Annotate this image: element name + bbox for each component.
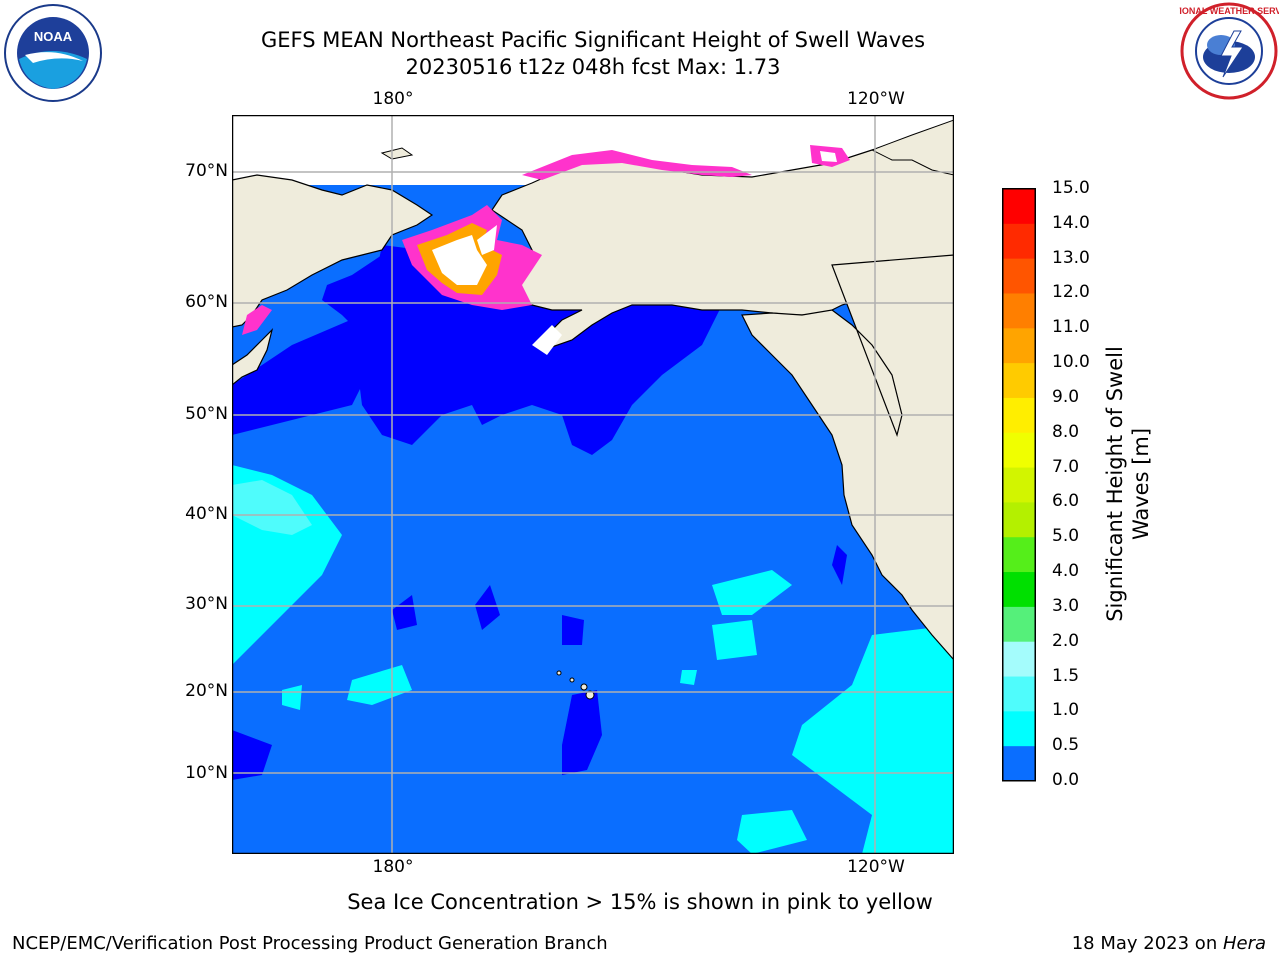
map-frame — [232, 115, 954, 854]
lat-label-70n: 70°N — [185, 161, 228, 181]
swell-mid-patch-3 — [347, 665, 412, 705]
colorbar-tick-label: 4.0 — [1052, 561, 1080, 582]
colorbar-tick-label: 12.0 — [1052, 282, 1090, 303]
sea-ice-bering-cove — [477, 225, 497, 255]
date-prefix: 18 May 2023 on — [1071, 933, 1223, 954]
land-hawaii-2 — [569, 677, 575, 683]
colorbar-band — [1003, 258, 1035, 294]
swell-low-sea-of-okhotsk — [232, 315, 372, 435]
swell-low-hawaii — [562, 690, 602, 775]
land-wrangel-island — [380, 147, 414, 160]
sea-ice-cook-inlet — [532, 325, 562, 355]
date-text: 18 May 2023 on Hera — [1072, 933, 1266, 954]
colorbar-label: Significant Height of Swell Waves [m] — [1102, 346, 1154, 622]
swell-mid-patch-6 — [680, 670, 697, 685]
colorbar-band — [1003, 676, 1035, 712]
colorbar-band — [1003, 502, 1035, 538]
swell-low-spot-2 — [475, 585, 500, 630]
colorbar-band — [1003, 711, 1035, 747]
colorbar — [1002, 188, 1036, 782]
lat-label-40n: 40°N — [185, 504, 228, 524]
swell-low-spot-3 — [392, 595, 417, 630]
colorbar-tick-label: 0.5 — [1052, 735, 1080, 756]
nws-logo-text: NATIONAL WEATHER SERVICE — [1179, 6, 1279, 16]
colorbar-tick-label: 2.0 — [1052, 630, 1080, 651]
colorbar-tick-label: 7.0 — [1052, 456, 1080, 477]
lat-label-50n: 50°N — [185, 404, 228, 424]
colorbar-tick-label: 11.0 — [1052, 317, 1090, 338]
chart-title: GEFS MEAN Northeast Pacific Significant … — [260, 28, 926, 52]
noaa-logo: NOAA — [4, 4, 102, 102]
swell-mid-east — [792, 625, 954, 854]
swell-low-coast — [832, 545, 847, 585]
lon-label-bottom-180: 180° — [372, 857, 414, 877]
land-north-america-coast — [741, 254, 954, 661]
colorbar-tick-label: 6.0 — [1052, 491, 1080, 512]
date-host: Hera — [1222, 933, 1266, 954]
colorbar-tick-label: 10.0 — [1052, 352, 1090, 373]
land-hawaii-1 — [556, 670, 562, 676]
colorbar-tick-label: 13.0 — [1052, 247, 1090, 268]
land-hawaii-4 — [585, 690, 595, 700]
sea-ice-siberia-coast — [242, 305, 272, 335]
colorbar-tick-label: 9.0 — [1052, 386, 1080, 407]
colorbar-band — [1003, 467, 1035, 503]
colorbar-band — [1003, 189, 1035, 225]
colorbar-band — [1003, 293, 1035, 329]
lon-label-bottom-120w: 120°W — [847, 857, 905, 877]
colorbar-frame — [1002, 188, 1036, 782]
credit-text: NCEP/EMC/Verification Post Processing Pr… — [12, 933, 608, 954]
colorbar-tick-label: 8.0 — [1052, 421, 1080, 442]
chart-subtitle: 20230516 t12z 048h fcst Max: 1.73 — [405, 55, 781, 79]
sea-ice-footnote: Sea Ice Concentration > 15% is shown in … — [347, 890, 933, 914]
graticule — [232, 115, 954, 854]
colorbar-tick-label: 14.0 — [1052, 212, 1090, 233]
swell-high-west — [232, 480, 312, 535]
colorbar-band — [1003, 746, 1035, 782]
colorbar-band — [1003, 363, 1035, 399]
colorbar-band — [1003, 537, 1035, 573]
colorbar-band — [1003, 606, 1035, 643]
lat-label-20n: 20°N — [185, 681, 228, 701]
map-plot — [232, 115, 954, 854]
colorbar-band — [1003, 328, 1035, 364]
swell-mid-patch-5 — [737, 810, 807, 854]
colorbar-band — [1003, 397, 1035, 434]
colorbar-tick-label: 1.0 — [1052, 700, 1080, 721]
lat-label-30n: 30°N — [185, 594, 228, 614]
lon-label-top-180: 180° — [372, 89, 414, 109]
swell-low-south-west — [232, 730, 272, 780]
land-hawaii-3 — [580, 683, 588, 691]
colorbar-tick-label: 5.0 — [1052, 526, 1080, 547]
colorbar-tick-label: 3.0 — [1052, 595, 1080, 616]
swell-mid-patch-1 — [712, 570, 792, 615]
swell-low-spot-1 — [562, 615, 584, 645]
sea-ice-arctic-core — [820, 151, 837, 162]
colorbar-band — [1003, 641, 1035, 678]
land-kamchatka — [232, 328, 274, 386]
lon-label-top-120w: 120°W — [847, 89, 905, 109]
lat-label-60n: 60°N — [185, 292, 228, 312]
colorbar-tick-label: 0.0 — [1052, 770, 1080, 790]
colorbar-tick-label: 1.5 — [1052, 665, 1080, 686]
colorbar-label-line2: Waves [m] — [1129, 427, 1153, 541]
swell-mid-patch-2 — [712, 620, 757, 660]
colorbar-band — [1003, 223, 1035, 260]
sea-ice-bering-inner — [432, 235, 487, 285]
noaa-logo-text: NOAA — [34, 29, 73, 44]
colorbar-tick-label: 15.0 — [1052, 178, 1090, 198]
colorbar-label-line1: Significant Height of Swell — [1103, 346, 1127, 622]
nws-logo: NATIONAL WEATHER SERVICE — [1179, 2, 1279, 100]
colorbar-band — [1003, 572, 1035, 608]
colorbar-band — [1003, 432, 1035, 469]
lat-label-10n: 10°N — [185, 763, 228, 783]
